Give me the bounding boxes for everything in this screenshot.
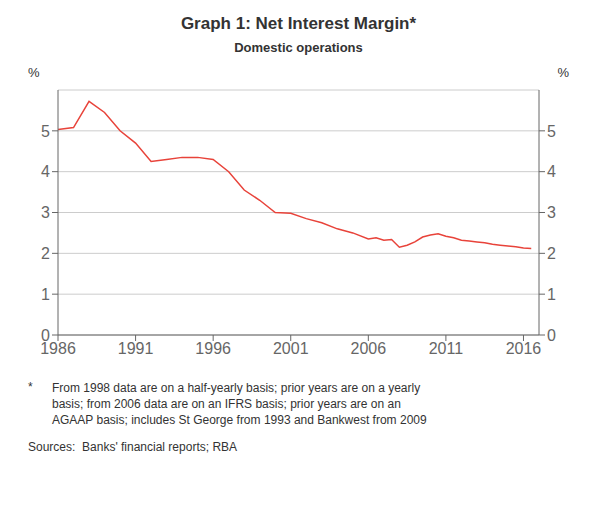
svg-text:4: 4 [547,163,556,180]
html-text:Sources: Banks' financial repo: Sources: Banks' financial reports; RBA [28,440,238,454]
html-text:Graph 1: Net Interest Margin*: Graph 1: Net Interest Margin* [180,14,417,33]
svg-text:5: 5 [547,123,556,140]
svg-text:2006: 2006 [351,340,387,357]
svg-text:5: 5 [41,123,50,140]
svg-text:2016: 2016 [506,340,542,357]
svg-text:1996: 1996 [195,340,231,357]
svg-text:0: 0 [547,327,556,344]
svg-text:1: 1 [547,286,556,303]
svg-text:1: 1 [41,286,50,303]
svg-text:2011: 2011 [429,340,464,357]
html-text:Domestic operations: Domestic operations [234,40,363,55]
html-text:From 1998 data are on a half-y: From 1998 data are on a half-yearly basi… [52,381,427,427]
svg-text:1991: 1991 [118,340,154,357]
svg-text:2001: 2001 [273,340,309,357]
svg-text:0: 0 [41,327,50,344]
svg-text:2: 2 [547,245,556,262]
svg-text:3: 3 [41,204,50,221]
svg-text:3: 3 [547,204,556,221]
svg-text:4: 4 [41,163,50,180]
svg-text:1986: 1986 [40,340,76,358]
svg-text:2: 2 [41,245,50,262]
